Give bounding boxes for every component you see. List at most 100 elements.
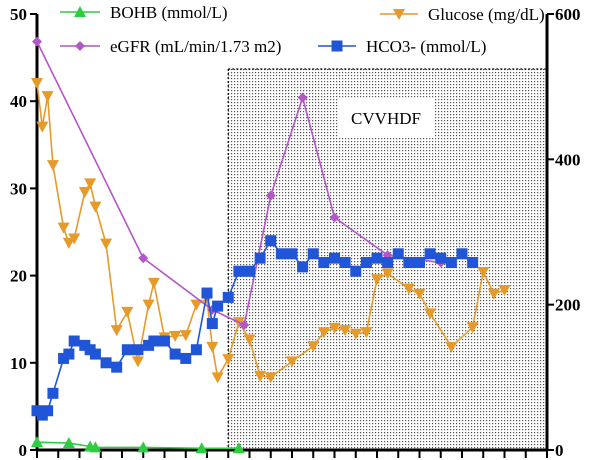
hco3-point (371, 252, 383, 264)
glucose-point (243, 334, 256, 346)
hco3-point (68, 335, 80, 347)
hco3-point (148, 335, 160, 347)
glucose-point (381, 268, 394, 280)
glucose-point (445, 341, 458, 353)
hco3-point (42, 405, 54, 417)
cvvhdf-label: CVVHDF (351, 109, 421, 128)
glucose-point (477, 266, 490, 278)
hco3-point (244, 265, 255, 277)
hco3-point (392, 248, 404, 260)
right-axis-tick-label: 200 (555, 296, 581, 315)
glucose-point (339, 325, 352, 337)
hco3-point (233, 265, 245, 277)
bohb-point (232, 442, 245, 454)
glucose-point (317, 327, 330, 339)
glucose-point (211, 372, 224, 384)
left-axis-tick-label: 40 (10, 92, 27, 111)
hco3-point (169, 348, 181, 360)
glucose-point (41, 91, 54, 103)
hco3-point (254, 252, 266, 264)
glucose-point (254, 370, 267, 382)
glucose-point (264, 372, 277, 384)
glucose-point (360, 327, 373, 339)
hco3-point (456, 248, 468, 260)
hco3-point (89, 348, 101, 360)
hco3-point (350, 265, 362, 277)
egfr-point (32, 36, 42, 47)
legend-swatch-marker (74, 6, 86, 17)
legend-swatch-marker (331, 40, 343, 52)
glucose-point (169, 330, 182, 342)
glucose-point (307, 341, 320, 353)
legend-label-egfr: eGFR (mL/min/1.73 m2) (110, 37, 281, 56)
hco3-point (445, 257, 457, 269)
hco3-point (329, 252, 340, 264)
legend-item-bohb: BOHB (mmol/L) (60, 3, 228, 22)
hco3-point (435, 252, 447, 264)
hco3-series (31, 235, 479, 421)
legend-label-bohb: BOHB (mmol/L) (110, 3, 228, 22)
hco3-point (414, 257, 425, 269)
egfr-point (329, 212, 340, 223)
left-axis-tick-label: 10 (10, 354, 27, 373)
cvvhdf-label-box (338, 98, 434, 138)
glucose-point (121, 306, 134, 318)
hco3-point (339, 257, 351, 269)
glucose-point (31, 78, 43, 90)
glucose-point (498, 285, 511, 297)
bohb-point (31, 436, 43, 448)
hco3-point (297, 261, 309, 273)
glucose-point (190, 299, 203, 311)
glucose-point (131, 356, 144, 368)
glucose-point (413, 288, 426, 300)
bohb-point (137, 441, 150, 453)
bohb-point (62, 437, 75, 449)
hco3-point (307, 248, 319, 260)
glucose-point (142, 299, 155, 311)
left-axis-tick-label: 30 (10, 179, 27, 198)
hco3-point (360, 257, 372, 269)
legend-swatch-marker (393, 9, 405, 20)
glucose-point (147, 277, 160, 289)
egfr-point (138, 253, 149, 264)
hco3-point (424, 248, 436, 260)
glucose-point (286, 356, 298, 368)
glucose-point (402, 283, 415, 295)
hco3-point (265, 235, 277, 247)
egfr-point (265, 190, 276, 201)
legend-label-hco3: HCO3- (mmol/L) (366, 37, 486, 56)
hco3-point (206, 318, 218, 330)
glucose-point (424, 308, 437, 320)
bohb-series (31, 436, 245, 454)
left-axis-tick-label: 50 (10, 5, 27, 24)
hco3-point (100, 357, 112, 369)
hco3-point (132, 344, 144, 356)
glucose-point (487, 288, 500, 300)
right-axis-tick-label: 600 (555, 5, 581, 24)
left-axis-tick-label: 0 (19, 441, 28, 460)
hco3-point (190, 344, 202, 356)
hco3-point (47, 387, 59, 399)
glucose-point (206, 341, 219, 353)
glucose-point (78, 187, 91, 199)
hco3-point (403, 257, 415, 269)
legend-label-glucose: Glucose (mg/dL) (428, 5, 545, 24)
glucose-point (62, 237, 75, 249)
legend-item-glucose: Glucose (mg/dL) (380, 5, 545, 24)
hco3-point (382, 257, 394, 269)
egfr-point (297, 92, 308, 103)
glucose-series (31, 78, 511, 384)
glucose-point (84, 178, 97, 190)
hco3-point (201, 287, 213, 299)
hco3-point (63, 348, 75, 360)
glucose-point (110, 325, 123, 337)
hco3-point (318, 257, 330, 269)
glucose-point (222, 354, 235, 366)
bohb-point (195, 442, 208, 454)
legend-swatch-marker (75, 41, 85, 51)
legend: BOHB (mmol/L) Glucose (mg/dL) eGFR (mL/min… (60, 3, 545, 56)
glucose-point (46, 160, 59, 172)
axes: 0 10 20 30 40 50 0 200 400 600 (10, 5, 581, 460)
legend-item-egfr: eGFR (mL/min/1.73 m2) (60, 37, 281, 56)
